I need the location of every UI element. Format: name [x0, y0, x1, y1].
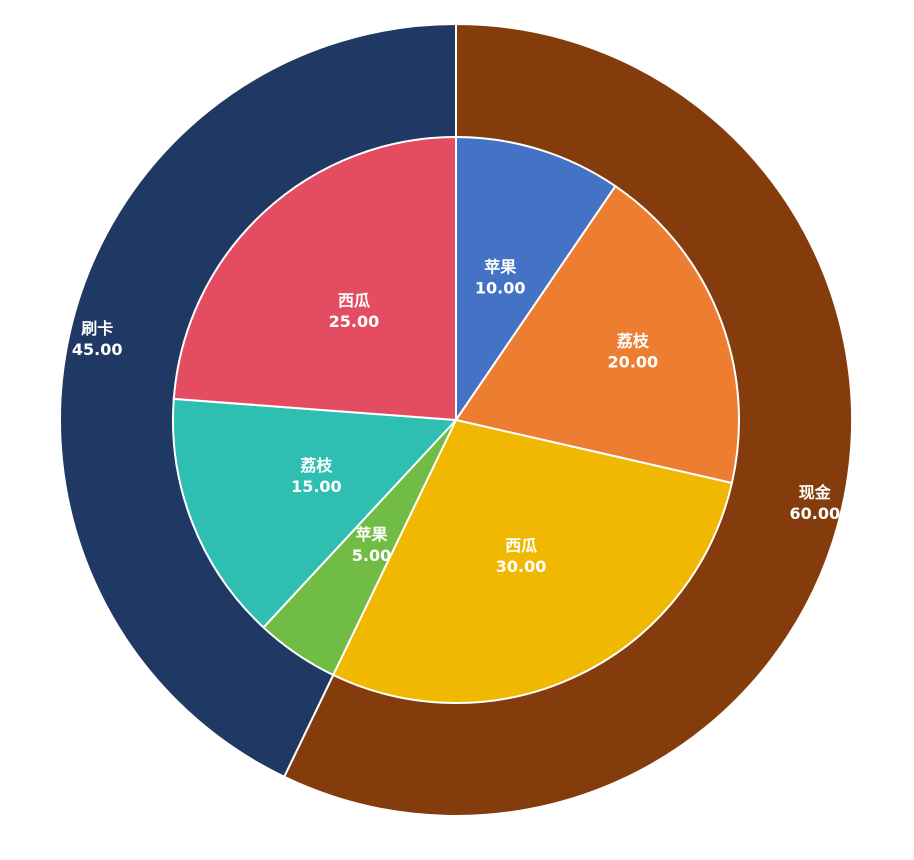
inner-label-5: 荔枝 15.00 [291, 456, 342, 496]
inner-label-2: 荔枝 20.00 [608, 332, 659, 372]
inner-slice-6 [172, 135, 457, 422]
outer-label-2: 刷卡 45.00 [72, 319, 123, 359]
inner-slice-1 [455, 135, 617, 424]
data-labels: 现金 60.00 刷卡 45.00 苹果 10.00 荔枝 20.00 西瓜 30.00 苹果 5.0… [72, 258, 840, 576]
inner-label-3: 西瓜 30.00 [496, 536, 547, 576]
inner-label-6: 西瓜 25.00 [329, 291, 380, 331]
inner-slice-5 [172, 397, 459, 629]
inner-label-4: 苹果 5.00 [352, 525, 391, 565]
inner-label-1: 苹果 10.00 [475, 258, 526, 298]
outer-label-1: 现金 60.00 [789, 483, 840, 523]
inner-pie [172, 135, 740, 704]
inner-slice-3 [331, 418, 734, 704]
inner-slice-2 [454, 184, 740, 485]
